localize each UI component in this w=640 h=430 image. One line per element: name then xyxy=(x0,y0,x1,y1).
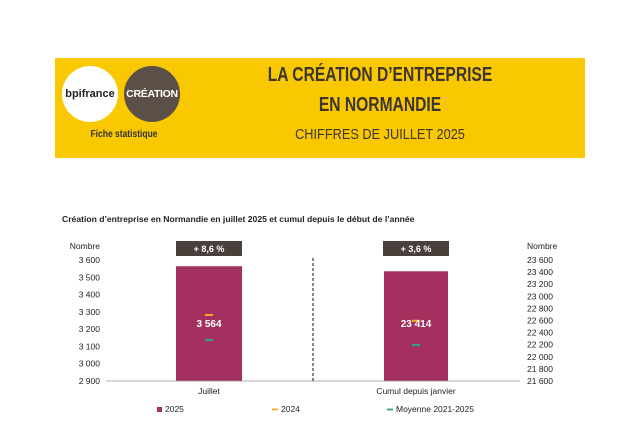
category-label-1: Cumul depuis janvier xyxy=(376,386,456,396)
growth-badge-text-0: + 8,6 % xyxy=(194,244,225,254)
page-subtitle: CHIFFRES DE JUILLET 2025 xyxy=(295,126,465,143)
bpifrance-logo: bpifrance xyxy=(62,66,118,122)
y-tick-label: 22 800 xyxy=(527,303,553,313)
y-tick-label: 22 400 xyxy=(527,328,553,338)
y-tick-label: 21 600 xyxy=(527,376,553,386)
bar-2025-1 xyxy=(384,271,448,381)
page-title-line1: LA CRÉATION D’ENTREPRISE xyxy=(267,64,493,86)
y-tick-label: 3 500 xyxy=(79,272,101,282)
bar-2025-0 xyxy=(176,266,242,381)
y-tick-label: 23 000 xyxy=(527,291,553,301)
creation-logo-text: CRÉATION xyxy=(126,88,178,100)
y-tick-label: 22 200 xyxy=(527,340,553,350)
category-label-0: Juillet xyxy=(198,386,220,396)
creation-logo: CRÉATION xyxy=(124,66,180,122)
y-tick-label: 3 200 xyxy=(79,324,101,334)
y-tick-label: 3 300 xyxy=(79,307,101,317)
y-tick-label: 22 000 xyxy=(527,352,553,362)
page-title-line2: EN NORMANDIE xyxy=(318,94,442,116)
bpifrance-logo-text: bpifrance xyxy=(65,88,115,100)
bar-value-label-0: 3 564 xyxy=(196,319,221,330)
growth-badge-1 xyxy=(383,241,449,256)
y-axis-label-0: Nombre xyxy=(70,241,101,251)
legend-label-average: Moyenne 2021-2025 xyxy=(396,404,474,414)
y-tick-label: 3 100 xyxy=(79,341,101,351)
growth-badge-text-1: + 3,6 % xyxy=(401,244,432,254)
y-tick-label: 3 400 xyxy=(79,290,101,300)
growth-badge-0 xyxy=(176,241,242,256)
y-tick-label: 23 400 xyxy=(527,267,553,277)
fiche-label: Fiche statistique xyxy=(90,129,158,140)
y-axis-label-1: Nombre xyxy=(527,241,558,251)
y-tick-label: 3 600 xyxy=(79,255,101,265)
header-banner: bpifrance CRÉATION Fiche statistique LA … xyxy=(55,58,585,158)
bar-value-label-1: 23 414 xyxy=(401,319,432,330)
y-tick-label: 21 800 xyxy=(527,364,553,374)
y-tick-label: 23 200 xyxy=(527,279,553,289)
legend-label-2025: 2025 xyxy=(165,404,184,414)
y-tick-label: 22 600 xyxy=(527,316,553,326)
y-tick-label: 3 000 xyxy=(79,359,101,369)
chart-title: Création d’entreprise en Normandie en ju… xyxy=(62,214,415,224)
y-tick-label: 2 900 xyxy=(79,376,101,386)
y-tick-label: 23 600 xyxy=(527,255,553,265)
legend-swatch-2025 xyxy=(157,407,162,412)
legend-label-2024: 2024 xyxy=(281,404,300,414)
